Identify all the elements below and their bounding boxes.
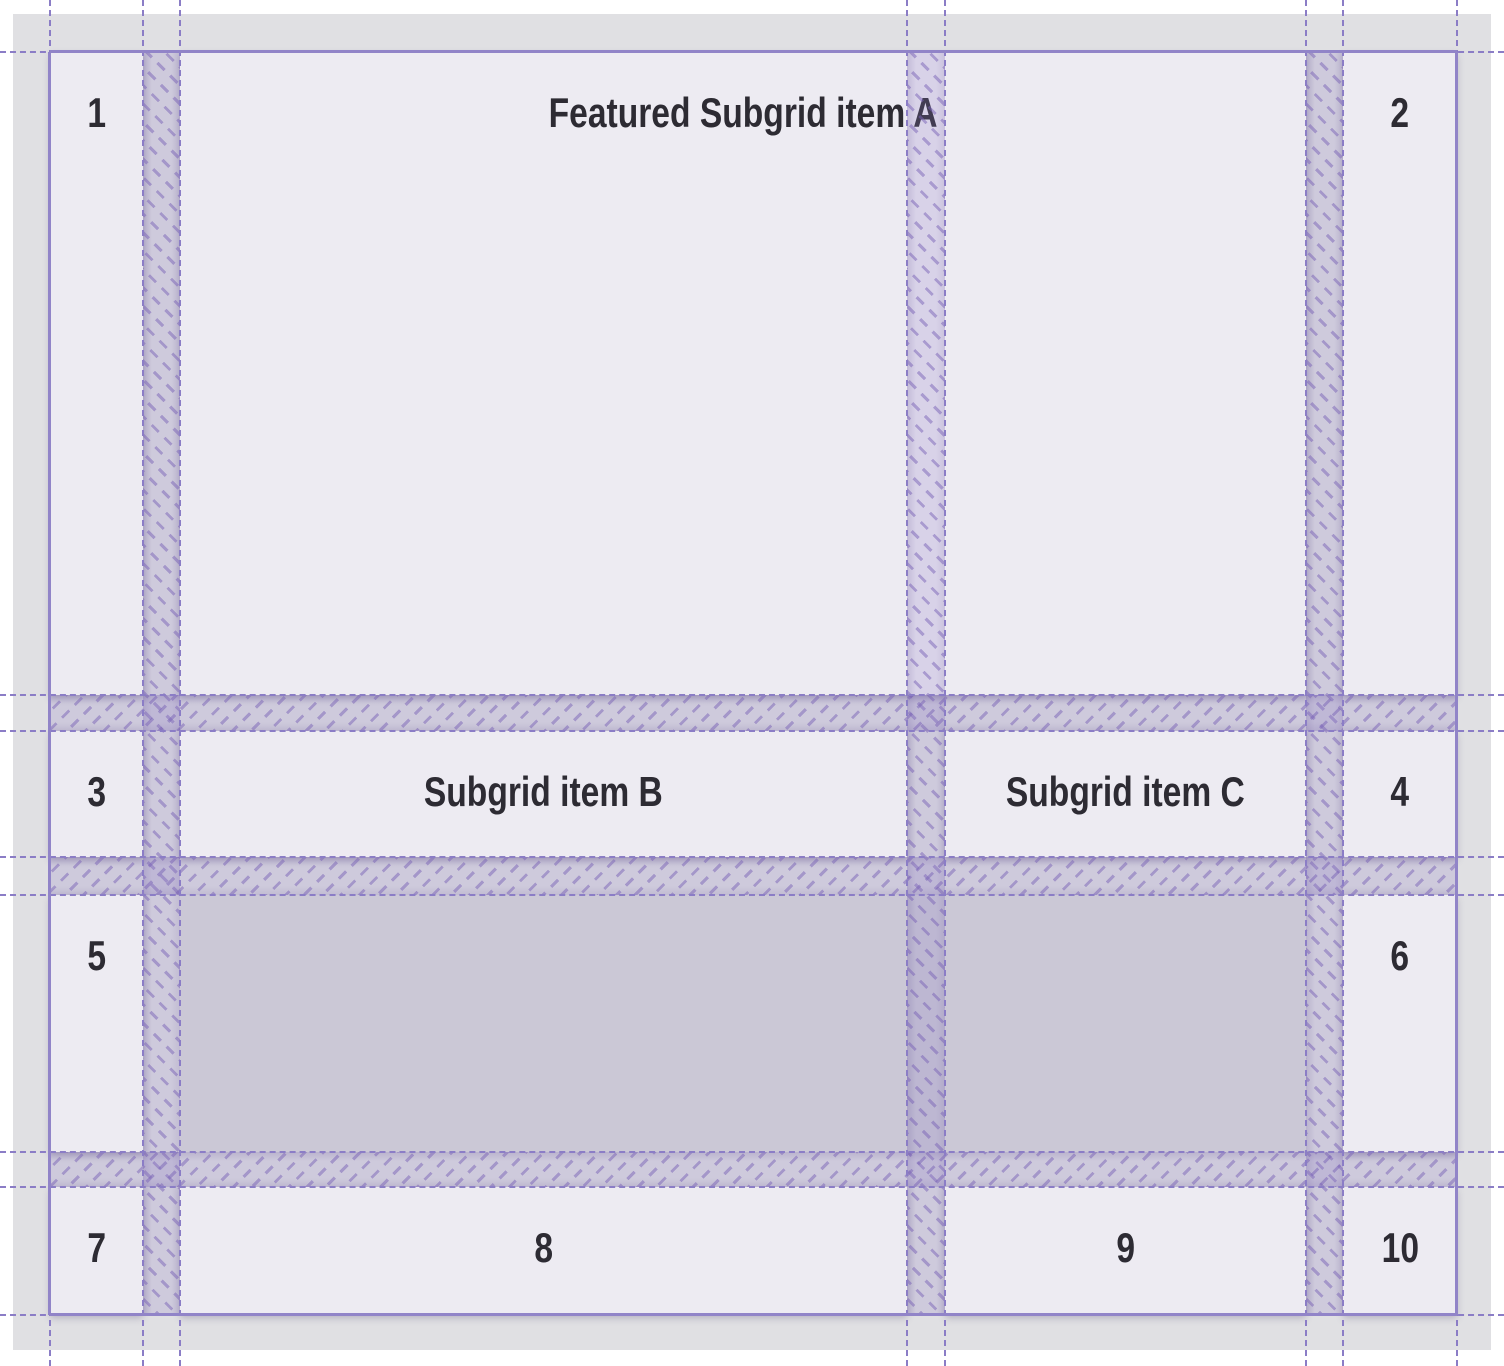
grid-item-subgrid-c: Subgrid item C (945, 731, 1306, 857)
grid-line-row-3 (0, 730, 1504, 732)
grid-line-row-4 (0, 856, 1504, 858)
grid-line-col-3 (179, 0, 181, 1366)
grid-line-row-6 (0, 1151, 1504, 1153)
grid-item-7: 7 (50, 1187, 143, 1315)
grid-border-right (1455, 52, 1458, 1315)
grid-item-label: 6 (1390, 932, 1410, 979)
grid-line-col-5 (944, 0, 946, 1366)
grid-item-4: 4 (1343, 731, 1457, 857)
grid-line-row-2 (0, 694, 1504, 696)
grid-item-subgrid-b: Subgrid item B (180, 731, 907, 857)
grid-item-label: 5 (87, 932, 106, 979)
grid-line-row-5 (0, 894, 1504, 896)
column-gap-band-3 (1306, 52, 1343, 1315)
grid-item-label: Featured Subgrid item A (548, 89, 938, 136)
grid-item-label: Subgrid item C (1006, 768, 1245, 815)
grid-item-featured-a: Featured Subgrid item A (180, 52, 1306, 695)
grid-item-2: 2 (1343, 52, 1457, 695)
grid-item-6: 6 (1343, 895, 1457, 1152)
grid-item-8: 8 (180, 1187, 907, 1315)
grid-line-col-4 (906, 0, 908, 1366)
row-gap-band-2 (50, 857, 1457, 895)
grid-item-label: 3 (87, 768, 106, 815)
gap-hatch-pattern (907, 52, 945, 1315)
empty-grid-area (180, 895, 1306, 1152)
gap-hatch-pattern (50, 695, 1457, 731)
gap-hatch-pattern (50, 857, 1457, 895)
gap-hatch-pattern (143, 52, 180, 1315)
gap-hatch-pattern (1306, 52, 1343, 1315)
grid-border-top (50, 50, 1457, 53)
grid-item-label: Subgrid item B (424, 768, 663, 815)
grid-item-1: 1 (50, 52, 143, 695)
grid-line-row-7 (0, 1186, 1504, 1188)
grid-border-bottom (50, 1313, 1457, 1316)
grid-border-left (48, 52, 51, 1315)
grid-item-label: 7 (87, 1224, 106, 1271)
grid-item-label: 9 (1116, 1224, 1135, 1271)
grid-line-col-2 (142, 0, 144, 1366)
grid-item-9: 9 (945, 1187, 1306, 1315)
grid-line-col-7 (1342, 0, 1344, 1366)
grid-item-5: 5 (50, 895, 143, 1152)
grid-line-col-6 (1305, 0, 1307, 1366)
grid-item-10: 10 (1343, 1187, 1457, 1315)
grid-item-label: 1 (87, 89, 106, 136)
grid-item-label: 10 (1381, 1224, 1419, 1271)
grid-item-3: 3 (50, 731, 143, 857)
row-gap-band-1 (50, 695, 1457, 731)
column-gap-band-1 (143, 52, 180, 1315)
grid-item-label: 8 (534, 1224, 553, 1271)
row-gap-band-3 (50, 1152, 1457, 1187)
gap-hatch-pattern (50, 1152, 1457, 1187)
grid-item-label: 4 (1390, 768, 1410, 815)
column-gap-band-2 (907, 52, 945, 1315)
grid-item-label: 2 (1390, 89, 1410, 136)
